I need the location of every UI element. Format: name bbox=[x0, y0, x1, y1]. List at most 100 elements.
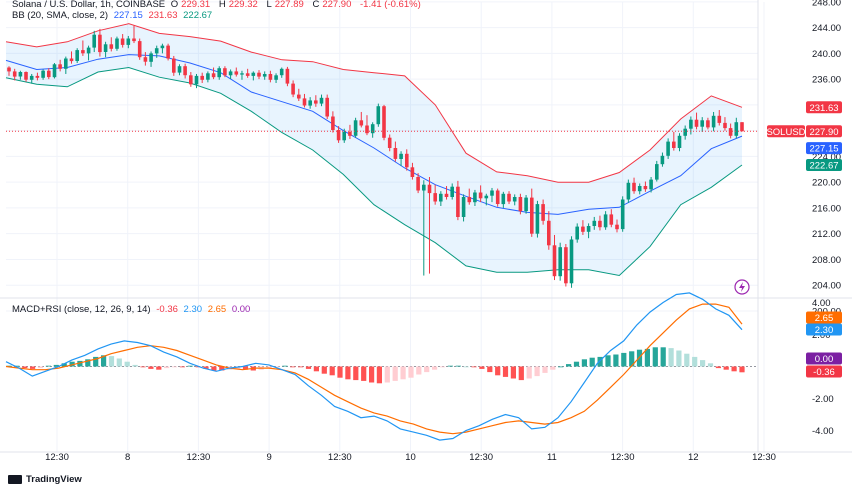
candle-body bbox=[700, 120, 704, 127]
macd-badge bbox=[806, 323, 842, 336]
candle-body bbox=[342, 131, 346, 141]
candle-body bbox=[200, 75, 204, 80]
candle-body bbox=[325, 97, 329, 117]
candle-body bbox=[35, 75, 40, 78]
macd-histogram-bar bbox=[558, 366, 564, 368]
macd-histogram-bar bbox=[676, 350, 682, 367]
macd-histogram-bar bbox=[179, 366, 185, 368]
macd-histogram-bar bbox=[329, 366, 335, 376]
macd-badge bbox=[806, 365, 842, 378]
candle-body bbox=[336, 130, 341, 141]
macd-histogram-bar bbox=[384, 366, 390, 383]
price-tick-label: 216.00 bbox=[812, 203, 841, 214]
candle-body bbox=[507, 193, 511, 202]
macd-line bbox=[5, 292, 743, 441]
macd-histogram-bar bbox=[337, 366, 343, 378]
candle-body bbox=[109, 44, 114, 49]
macd-histogram-bar bbox=[164, 366, 170, 369]
macd-histogram-bar bbox=[723, 366, 729, 370]
macd-histogram-bar bbox=[376, 366, 382, 384]
bb-upper-value: 231.63 bbox=[148, 10, 178, 21]
price-tick-label: 236.00 bbox=[812, 75, 841, 86]
symbol-title: Solana / U.S. Dollar, 1h, COINBASE bbox=[12, 0, 166, 10]
candle-body bbox=[706, 120, 710, 128]
macd-histogram-bar bbox=[85, 359, 91, 367]
macd-panel bbox=[5, 292, 758, 441]
candle-body bbox=[734, 122, 739, 136]
candle-body bbox=[314, 100, 318, 104]
candle-body bbox=[530, 197, 534, 234]
price-badge-label: SOLUSD bbox=[766, 127, 805, 138]
candle-body bbox=[603, 214, 608, 228]
candle-body bbox=[245, 73, 250, 76]
candle-body bbox=[58, 64, 62, 69]
macd-badge-label: -0.36 bbox=[813, 367, 835, 378]
candle-body bbox=[399, 153, 403, 159]
candle-body bbox=[370, 124, 375, 134]
candle-body bbox=[29, 75, 34, 80]
candle-body bbox=[189, 75, 193, 85]
price-badge-label: 231.63 bbox=[809, 103, 838, 114]
low-value: 227.89 bbox=[274, 0, 304, 10]
macd-histogram-bar bbox=[101, 355, 107, 367]
bollinger-bands bbox=[5, 23, 743, 277]
macd-histogram-bar bbox=[439, 366, 446, 368]
time-tick-label: 12:30 bbox=[611, 452, 635, 463]
candle-body bbox=[564, 247, 568, 284]
candle-body bbox=[137, 41, 142, 58]
time-tick-label: 10 bbox=[405, 452, 416, 463]
time-tick-label: 12:30 bbox=[187, 452, 211, 463]
candle-body bbox=[206, 73, 210, 80]
ohlc-low: L 227.89 bbox=[266, 0, 306, 10]
candle-body bbox=[75, 50, 79, 61]
macd-histogram-bar bbox=[140, 366, 146, 368]
candle-body bbox=[461, 197, 466, 217]
macd-histogram-bar bbox=[124, 361, 130, 367]
candle-body bbox=[615, 224, 619, 230]
candle-body bbox=[274, 75, 278, 80]
candle-body bbox=[240, 73, 244, 75]
macd-histogram-bar bbox=[700, 360, 706, 367]
candle-body bbox=[86, 47, 91, 54]
tradingview-brand[interactable]: TradingView bbox=[8, 474, 82, 485]
close-label: C bbox=[312, 0, 320, 10]
candle-body bbox=[717, 115, 722, 123]
candle-body bbox=[609, 214, 614, 225]
macd-histogram-bar bbox=[345, 366, 351, 380]
macd-histogram-bar bbox=[447, 365, 453, 367]
macd-histogram-bar bbox=[463, 366, 469, 368]
macd-histogram-bar bbox=[369, 366, 375, 383]
change-value: -1.41 (-0.61%) bbox=[360, 0, 421, 10]
candle-body bbox=[416, 177, 420, 191]
macd-legend: MACD+RSI (close, 12, 26, 9, 14) -0.36 2.… bbox=[12, 304, 253, 316]
candle-body bbox=[649, 179, 653, 190]
candle-body bbox=[473, 192, 477, 203]
candle-body bbox=[257, 72, 261, 77]
low-label: L bbox=[266, 0, 272, 10]
candle-body bbox=[154, 48, 159, 54]
macd-histogram-bar bbox=[211, 366, 217, 371]
price-tick-label: 204.00 bbox=[812, 281, 841, 292]
candle-body bbox=[18, 72, 23, 77]
macd-histogram-bar bbox=[731, 366, 737, 372]
macd-histogram-bar bbox=[479, 366, 485, 369]
candle-body bbox=[365, 125, 369, 134]
candle-body bbox=[626, 182, 631, 200]
candle-body bbox=[723, 122, 727, 129]
price-tick-label: 244.00 bbox=[812, 23, 841, 34]
candle-body bbox=[740, 122, 744, 132]
candle-body bbox=[598, 220, 602, 228]
macd-histogram-bar bbox=[53, 364, 59, 367]
macd-histogram-bar bbox=[305, 366, 312, 369]
candle-body bbox=[223, 68, 227, 76]
price-tick-label: 220.00 bbox=[812, 178, 841, 189]
macd-histogram-bar bbox=[629, 351, 635, 367]
time-tick-label: 12:30 bbox=[469, 452, 493, 463]
macd-histogram-bar bbox=[471, 366, 477, 368]
macd-histogram-bar bbox=[715, 366, 721, 369]
candle-body bbox=[52, 64, 57, 78]
candle-body bbox=[228, 71, 233, 76]
misc bbox=[734, 279, 750, 295]
price-badge bbox=[767, 125, 805, 138]
